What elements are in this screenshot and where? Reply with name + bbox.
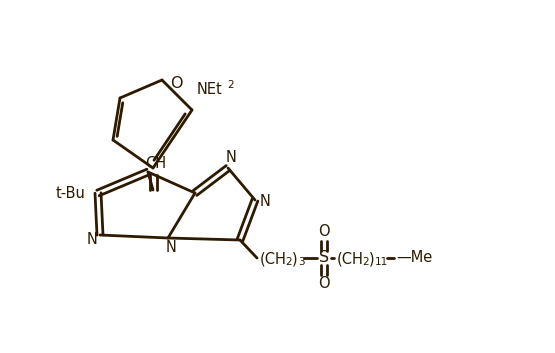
Text: O: O [318,276,330,292]
Text: N: N [165,240,176,256]
Text: O: O [318,225,330,239]
Text: (CH: (CH [337,251,364,267]
Text: 3: 3 [298,257,305,267]
Text: NEt: NEt [197,83,223,97]
Text: 2: 2 [362,257,369,267]
Text: 2: 2 [227,80,234,90]
Text: t-Bu: t-Bu [56,185,86,201]
Text: N: N [87,233,98,247]
Text: S: S [319,251,329,265]
Text: ): ) [369,251,375,267]
Text: 2: 2 [285,257,291,267]
Text: N: N [225,150,236,166]
Text: 11: 11 [375,257,388,267]
Text: —Me: —Me [396,251,432,265]
Text: N: N [260,195,270,209]
Text: O: O [170,76,183,90]
Text: CH: CH [145,156,166,171]
Text: (CH: (CH [260,251,287,267]
Text: ): ) [292,251,297,267]
